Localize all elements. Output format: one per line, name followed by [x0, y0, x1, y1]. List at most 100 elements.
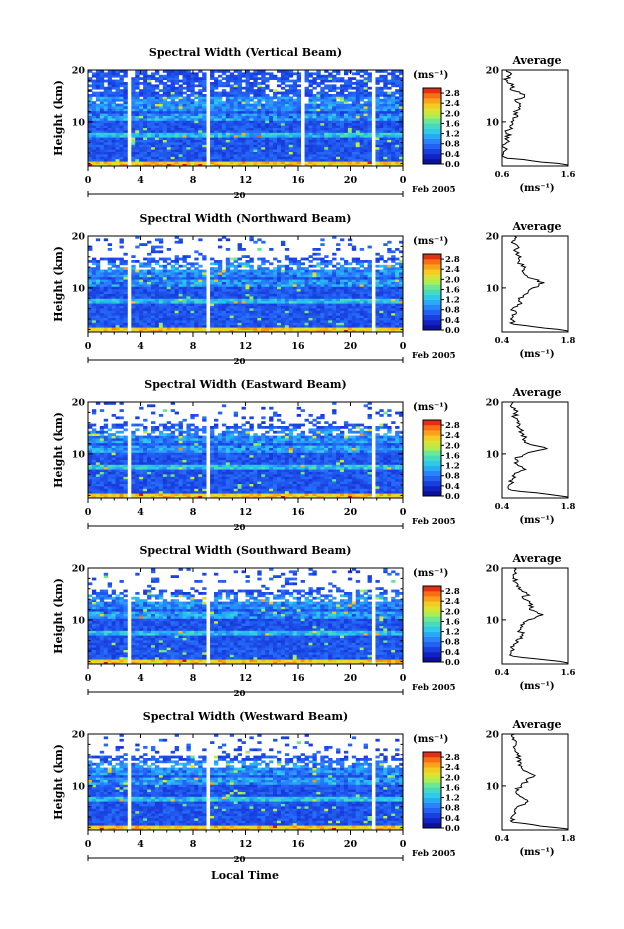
heatmap-cell	[166, 122, 172, 126]
heatmap-cell	[296, 305, 302, 309]
heatmap-cell	[261, 274, 266, 278]
heatmap-cell	[99, 298, 105, 302]
heatmap-cell	[316, 125, 321, 128]
heatmap-cell	[347, 134, 353, 138]
heatmap-cell	[210, 296, 215, 299]
heatmap-cell	[151, 296, 156, 299]
heatmap-cell	[391, 108, 396, 112]
heatmap-cell	[166, 291, 172, 294]
heatmap-cell	[229, 106, 235, 109]
heatmap-cell	[363, 91, 368, 95]
heatmap-cell	[182, 296, 187, 299]
heatmap-cell	[178, 300, 183, 304]
heatmap-cell	[103, 276, 109, 280]
heatmap-cell	[178, 122, 183, 126]
heatmap-cell	[131, 296, 136, 299]
heatmap-cell	[95, 329, 101, 333]
heatmap-cell	[288, 108, 294, 112]
heatmap-cell	[257, 303, 262, 306]
heatmap-cell	[245, 77, 250, 80]
heatmap-cell	[355, 122, 361, 126]
heatmap-cell	[158, 305, 164, 309]
heatmap-cell	[186, 281, 191, 285]
heatmap-cell	[355, 257, 361, 261]
heatmap-cell	[292, 146, 298, 150]
heatmap-cell	[158, 245, 164, 249]
heatmap-cell	[115, 320, 120, 323]
heatmap-cell	[221, 118, 227, 121]
heatmap-cell	[273, 125, 278, 128]
heatmap-cell	[340, 327, 345, 330]
heatmap-cell	[261, 122, 266, 126]
colorbar-swatch	[423, 108, 441, 114]
heatmap-cell	[336, 108, 341, 112]
heatmap-cell	[296, 262, 302, 266]
heatmap-cell	[269, 110, 274, 114]
heatmap-cell	[107, 84, 113, 88]
heatmap-cell	[103, 322, 109, 326]
heatmap-cell	[158, 257, 164, 261]
heatmap-cell	[190, 130, 195, 133]
heatmap-cell	[186, 303, 191, 306]
heatmap-cell	[367, 149, 372, 152]
heatmap-cell	[304, 161, 309, 164]
heatmap-cell	[233, 312, 239, 316]
heatmap-cell	[292, 98, 298, 102]
heatmap-cell	[170, 269, 176, 273]
heatmap-cell	[332, 89, 337, 92]
heatmap-cell	[139, 122, 144, 126]
heatmap-cell	[139, 163, 144, 167]
heatmap-cell	[221, 108, 227, 112]
heatmap-cell	[308, 276, 313, 280]
heatmap-cell	[343, 82, 349, 85]
heatmap-cell	[147, 320, 152, 323]
heatmap-cell	[237, 89, 242, 92]
colorbar-swatch	[423, 153, 441, 160]
heatmap-cell	[107, 243, 113, 246]
heatmap-cell	[355, 98, 361, 102]
heatmap-cell	[253, 163, 258, 167]
heatmap-cell	[190, 139, 195, 143]
heatmap-cell	[143, 84, 148, 88]
heatmap-cell	[288, 79, 294, 83]
heatmap-cell	[383, 106, 388, 109]
heatmap-cell	[359, 308, 365, 311]
heatmap-cell	[288, 163, 294, 167]
heatmap-cell	[229, 103, 235, 107]
heatmap-cell	[154, 77, 160, 80]
heatmap-cell	[143, 144, 148, 148]
heatmap-cell	[237, 327, 242, 330]
heatmap-cell	[147, 137, 152, 140]
heatmap-cell	[288, 120, 294, 124]
heatmap-cell	[324, 142, 329, 145]
heatmap-cell	[269, 296, 274, 299]
heatmap-cell	[245, 70, 250, 73]
heatmap-cell	[367, 163, 372, 167]
heatmap-cell	[154, 130, 160, 133]
heatmap-cell	[158, 300, 164, 304]
heatmap-cell	[135, 327, 140, 330]
heatmap-cell	[88, 281, 93, 285]
heatmap-cell	[91, 125, 97, 128]
heatmap-cell	[229, 122, 235, 126]
heatmap-cell	[210, 130, 215, 133]
heatmap-cell	[221, 144, 227, 148]
heatmap-cell	[182, 158, 187, 162]
heatmap-cell	[229, 120, 235, 124]
heatmap-cell	[328, 108, 333, 112]
heatmap-cell	[284, 257, 290, 261]
heatmap-cell	[91, 281, 97, 285]
heatmap-cell	[328, 161, 333, 164]
heatmap-cell	[158, 106, 164, 109]
heatmap-cell	[99, 303, 105, 306]
heatmap-cell	[296, 324, 302, 328]
heatmap-cell	[379, 110, 384, 114]
heatmap-cell	[135, 72, 140, 76]
heatmap-cell	[170, 149, 176, 152]
heatmap-cell	[202, 110, 207, 114]
heatmap-cell	[178, 79, 183, 83]
heatmap-cell	[143, 262, 148, 266]
heatmap-cell	[233, 154, 239, 157]
heatmap-cell	[332, 94, 337, 97]
heatmap-cell	[328, 84, 333, 88]
